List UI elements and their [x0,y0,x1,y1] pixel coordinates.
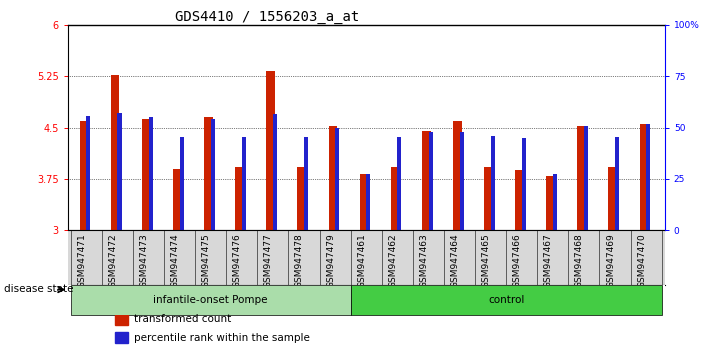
Bar [304,137,308,230]
Bar [351,285,662,315]
Bar [142,119,151,230]
Bar [235,167,244,230]
Bar [111,75,119,230]
Text: GSM947471: GSM947471 [77,233,86,288]
Bar [297,167,306,230]
Bar [80,121,88,230]
Bar [484,167,493,230]
Bar [328,126,337,230]
Text: control: control [488,295,524,305]
Bar [86,116,90,230]
Text: GSM947474: GSM947474 [171,233,180,288]
Bar [491,136,495,230]
Bar [609,167,617,230]
Bar [429,132,432,230]
Bar [453,121,461,230]
Text: GSM947466: GSM947466 [513,233,522,288]
Bar [459,132,464,230]
Bar [366,173,370,230]
Bar [584,126,588,230]
Bar [115,313,129,325]
Text: GSM947472: GSM947472 [108,233,117,288]
Bar [615,137,619,230]
Bar [273,114,277,230]
Bar [546,176,555,230]
Text: GSM947461: GSM947461 [357,233,366,288]
Bar [70,285,351,315]
Bar [391,167,400,230]
Text: GSM947475: GSM947475 [202,233,210,288]
Text: GSM947465: GSM947465 [481,233,491,288]
Text: GSM947479: GSM947479 [326,233,335,288]
Text: GSM947477: GSM947477 [264,233,273,288]
Bar [360,173,368,230]
Bar [210,119,215,230]
Text: GSM947470: GSM947470 [637,233,646,288]
Text: GSM947478: GSM947478 [295,233,304,288]
Text: GSM947469: GSM947469 [606,233,615,288]
Bar [397,137,402,230]
Bar [173,169,182,230]
Bar [515,170,524,230]
Bar [640,124,648,230]
Bar [646,124,651,230]
Bar [180,137,183,230]
Text: transformed count: transformed count [134,314,232,324]
Bar [422,131,431,230]
Bar [577,126,586,230]
Text: GDS4410 / 1556203_a_at: GDS4410 / 1556203_a_at [175,10,359,24]
Bar [204,117,213,230]
Bar [149,117,153,230]
Bar [522,138,526,230]
Bar [242,137,246,230]
Text: infantile-onset Pompe: infantile-onset Pompe [154,295,268,305]
Text: GSM947464: GSM947464 [451,233,459,288]
Bar [553,174,557,230]
Bar [115,332,129,343]
Bar [335,127,339,230]
Text: disease state: disease state [4,284,73,293]
Text: GSM947467: GSM947467 [544,233,553,288]
Text: GSM947462: GSM947462 [388,233,397,288]
Text: GSM947476: GSM947476 [232,233,242,288]
Text: GSM947463: GSM947463 [419,233,428,288]
Text: GSM947473: GSM947473 [139,233,149,288]
Bar [117,113,122,230]
Bar [267,72,275,230]
Text: percentile rank within the sample: percentile rank within the sample [134,333,310,343]
Text: GSM947468: GSM947468 [575,233,584,288]
